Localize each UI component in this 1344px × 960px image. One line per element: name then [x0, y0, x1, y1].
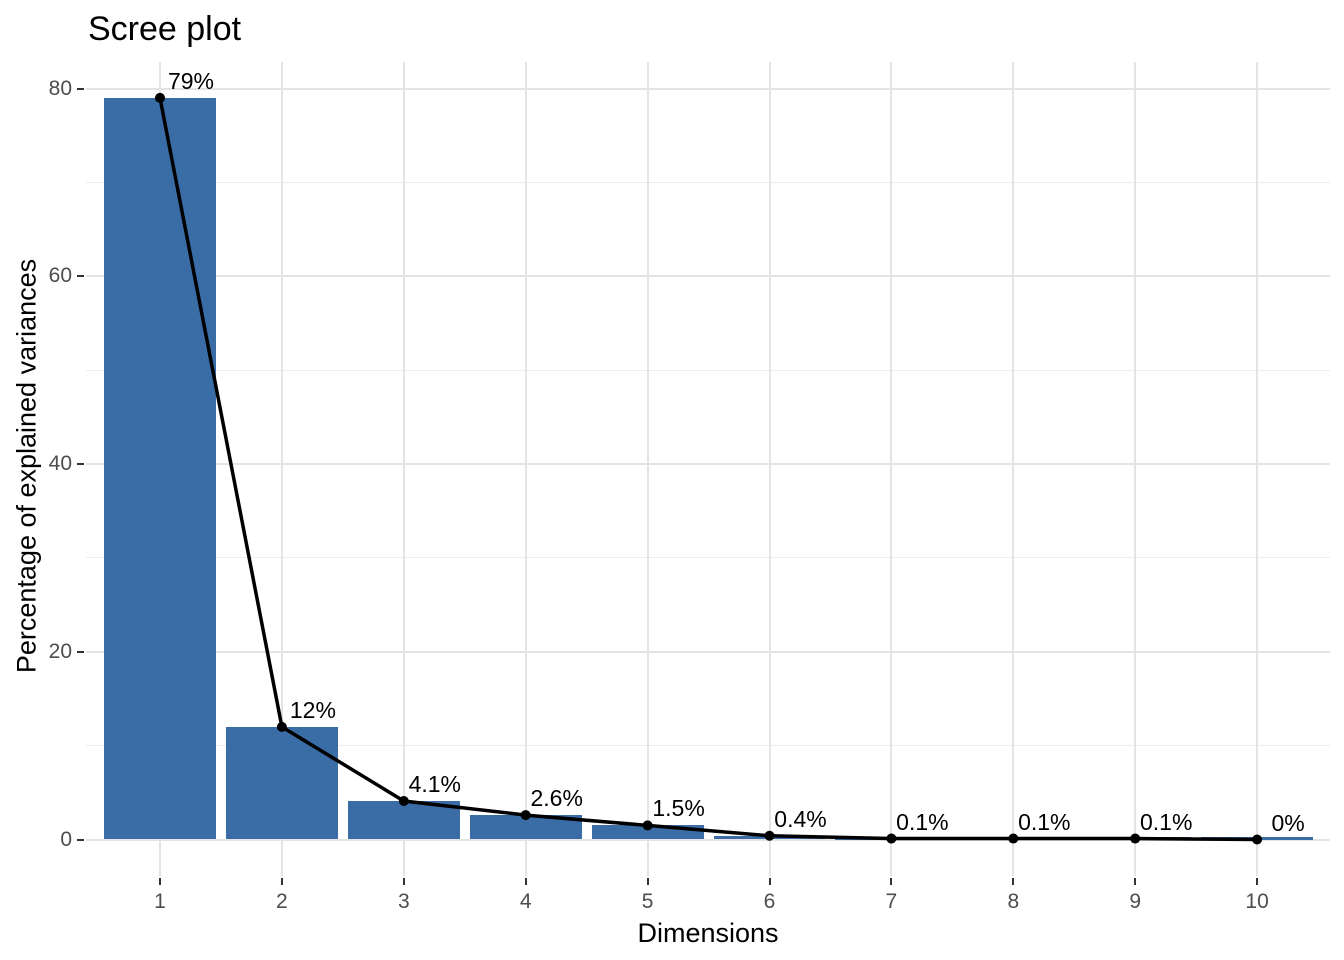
y-tick-label: 40: [48, 452, 72, 475]
point-dim-10: [1252, 834, 1263, 845]
x-tick-label: 6: [763, 890, 776, 913]
x-gridline: [646, 62, 649, 876]
bar-dim-1: [104, 97, 216, 840]
data-label-dim-4: 2.6%: [530, 785, 583, 812]
x-tick-label: 1: [154, 890, 166, 913]
y-tick-label: 60: [48, 264, 72, 288]
point-dim-7: [886, 833, 897, 844]
y-gridline-minor: [86, 557, 1330, 559]
data-label-dim-10: 0%: [1271, 809, 1305, 836]
x-gridline: [280, 62, 283, 876]
data-label-dim-2: 12%: [289, 696, 336, 723]
x-tick: [402, 878, 405, 885]
scree-line-layer: [155, 92, 1263, 845]
y-gridline-minor: [86, 181, 1330, 183]
point-dim-2: [276, 721, 287, 732]
x-tick-label: 8: [1007, 890, 1020, 913]
data-label-dim-8: 0.1%: [1018, 808, 1071, 835]
data-label-dim-6: 0.4%: [774, 805, 827, 832]
x-tick: [890, 878, 893, 885]
x-gridline: [768, 62, 771, 876]
x-tick: [524, 878, 527, 885]
x-tick: [159, 878, 161, 885]
y-tick: [77, 463, 84, 465]
point-dim-3: [398, 796, 409, 807]
x-tick-label: 9: [1129, 890, 1142, 913]
y-gridline-major: [86, 650, 1330, 653]
x-gridline: [890, 62, 893, 876]
x-tick-label: 3: [397, 890, 410, 913]
data-label-dim-3: 4.1%: [408, 771, 462, 797]
x-gridline: [1134, 62, 1137, 876]
x-tick: [1256, 878, 1259, 885]
x-tick: [1012, 878, 1015, 885]
y-tick-label: 80: [48, 76, 72, 100]
x-gridline: [402, 62, 405, 876]
x-tick: [1134, 878, 1137, 885]
y-tick: [77, 838, 84, 841]
point-dim-6: [764, 830, 775, 841]
y-tick: [77, 87, 84, 90]
point-dim-1: [155, 92, 165, 103]
point-dim-8: [1008, 833, 1019, 844]
bar-dim-2: [225, 726, 338, 840]
data-label-dim-9: 0.1%: [1139, 808, 1193, 835]
x-tick-label: 4: [519, 890, 532, 913]
y-tick-label: 20: [48, 639, 72, 663]
x-axis-title: Dimensions: [637, 918, 779, 948]
point-dim-5: [642, 820, 653, 831]
x-gridline: [1256, 62, 1259, 876]
y-gridline-major: [86, 275, 1330, 278]
y-gridline-major: [86, 463, 1330, 465]
data-label-dim-7: 0.1%: [896, 808, 949, 835]
y-tick-label: 0: [60, 827, 72, 851]
chart-title: Scree plot: [88, 10, 242, 48]
data-label-dim-1: 79%: [167, 67, 215, 94]
point-dim-4: [520, 810, 531, 821]
y-gridline-major: [86, 838, 1330, 841]
x-tick-label: 7: [885, 890, 898, 913]
y-gridline-minor: [86, 369, 1330, 371]
plot-panel: 79% 12% 4.1% 2.6% 1.5% 0.4% 0.1% 0.1% 0.1% 0%: [86, 62, 1330, 876]
y-gridline-minor: [86, 745, 1330, 747]
x-tick-label: 10: [1245, 890, 1269, 913]
data-label-dim-5: 1.5%: [652, 795, 705, 822]
y-tick: [77, 275, 84, 278]
x-tick-label: 5: [641, 890, 654, 913]
bar-dim-3: [347, 801, 460, 840]
x-tick: [280, 878, 283, 885]
y-tick: [77, 650, 84, 653]
x-tick: [646, 878, 649, 885]
point-dim-9: [1130, 833, 1141, 844]
x-gridline: [524, 62, 527, 876]
scree-line: [158, 97, 1258, 842]
x-gridline: [1012, 62, 1015, 876]
x-tick: [768, 878, 771, 885]
y-gridline-major: [86, 87, 1330, 90]
x-tick-label: 2: [276, 890, 288, 913]
